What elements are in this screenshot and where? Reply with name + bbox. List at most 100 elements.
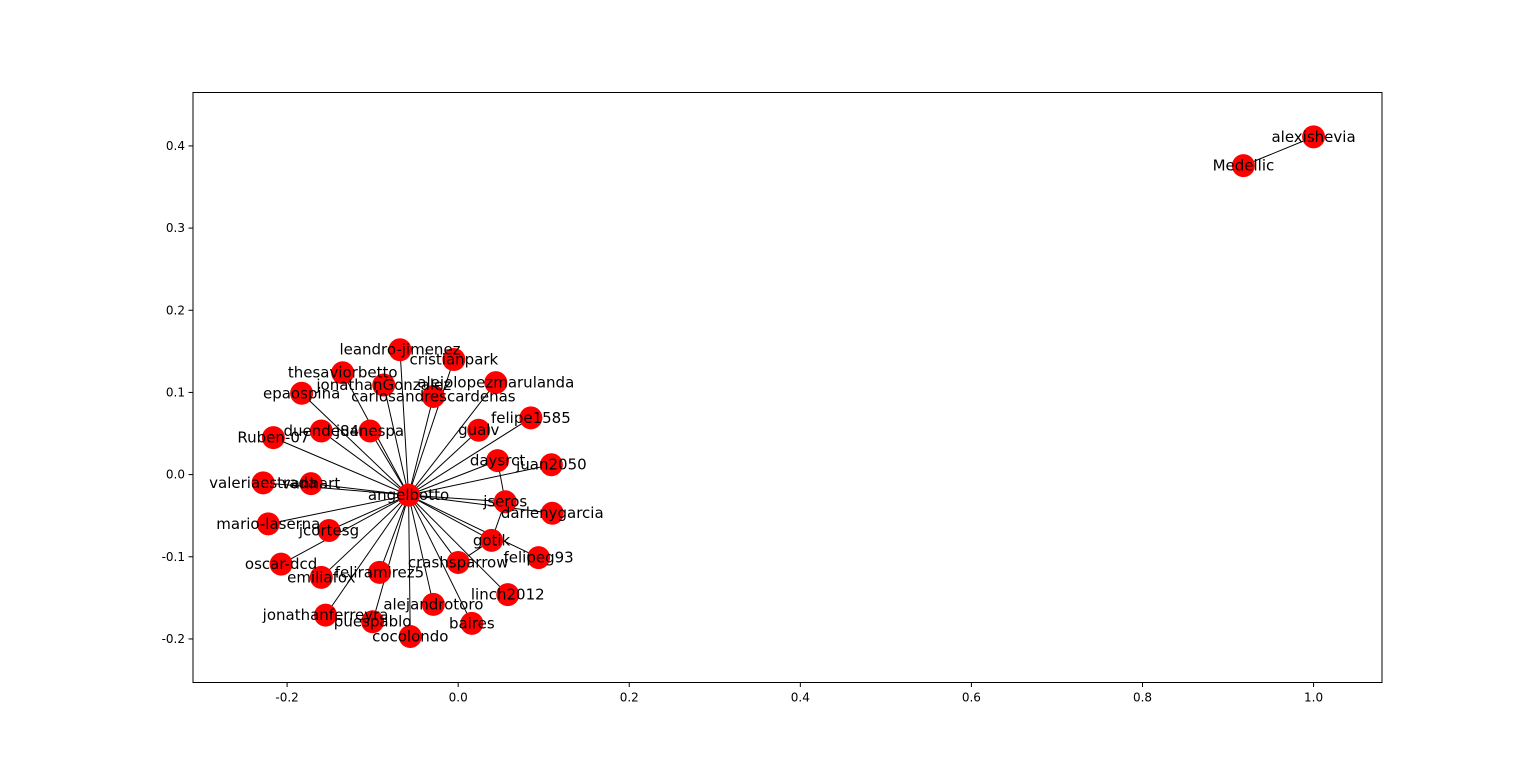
edge-angelbotto-gualv bbox=[408, 429, 480, 496]
node-thesaviorbetto bbox=[331, 361, 355, 385]
node-label-daysrct: daysrct bbox=[470, 452, 525, 470]
x-tick-label: 1.0 bbox=[1304, 691, 1323, 705]
node-mario-laserna bbox=[256, 512, 280, 536]
y-tick-label: -0.2 bbox=[162, 632, 185, 646]
edge-angelbotto-gotik bbox=[408, 494, 492, 541]
node-label-jseros: jseros bbox=[482, 493, 527, 511]
node-label-jonathangonzalez: jonathanGonzalez bbox=[315, 376, 451, 394]
x-tick-label: 0.2 bbox=[620, 691, 639, 705]
node-crashsparrow bbox=[446, 551, 470, 575]
node-jonathanferreyra bbox=[314, 603, 338, 627]
node-jseros bbox=[493, 490, 517, 514]
y-tick-label: 0.1 bbox=[166, 385, 185, 399]
node-label-cristianpark: cristianpark bbox=[410, 351, 499, 369]
node-cristianpark bbox=[442, 348, 466, 372]
node-alejolopezmarulanda bbox=[484, 371, 508, 395]
edge-angelbotto-linch2012 bbox=[408, 494, 509, 595]
x-tick-label: 0.0 bbox=[449, 691, 468, 705]
node-felipe1585 bbox=[519, 406, 543, 430]
node-leandro-jimenez bbox=[388, 338, 412, 362]
node-alejandrotoro bbox=[421, 592, 445, 616]
node-label-gualv: gualv bbox=[458, 421, 499, 439]
edge-angelbotto-jseros bbox=[408, 494, 506, 503]
node-felipeg93 bbox=[527, 546, 551, 570]
edge-angelbotto-valeriaestrada bbox=[263, 482, 409, 496]
node-label-jcortesg: jcortesg bbox=[298, 521, 359, 539]
edge-angelbotto-baires bbox=[408, 494, 473, 624]
node-alexishevia bbox=[1302, 125, 1326, 149]
x-tick-label: 0.6 bbox=[962, 691, 981, 705]
x-tick-label: 0.4 bbox=[791, 691, 810, 705]
x-axis: -0.2 0.0 0.2 0.4 0.6 0.8 1.0 bbox=[275, 682, 1323, 705]
nodes-layer bbox=[251, 125, 1326, 648]
x-tick-label: -0.2 bbox=[275, 691, 298, 705]
node-juanespa bbox=[358, 419, 382, 443]
node-epaospina bbox=[290, 381, 314, 405]
edge-angelbotto-leandro-jimenez bbox=[399, 349, 410, 496]
node-juan2050 bbox=[539, 453, 563, 477]
node-feliramirez5 bbox=[367, 560, 391, 584]
node-label-cocolondo: cocolondo bbox=[372, 627, 448, 645]
edge-angelbotto-mario-laserna bbox=[268, 494, 409, 525]
node-label-alejolopezmarulanda: alejolopezmarulanda bbox=[417, 374, 574, 392]
node-oscar-dcd bbox=[269, 552, 293, 576]
node-jonathangonzalez bbox=[372, 373, 396, 397]
node-label-valeriaestrada: valeriaestrada bbox=[209, 474, 317, 492]
edge-angelbotto-juan2050 bbox=[408, 464, 552, 496]
node-label-gotik: gotik bbox=[473, 531, 511, 549]
y-tick-label: 0.2 bbox=[166, 303, 185, 317]
y-tick-label: 0.4 bbox=[166, 139, 185, 153]
node-valeriaestrada bbox=[251, 471, 275, 495]
node-label-juan2050: juan2050 bbox=[515, 456, 587, 474]
node-baires bbox=[460, 611, 484, 635]
edge-angelbotto-jcortesg bbox=[328, 494, 409, 531]
edge-angelbotto-oscar-dcd bbox=[280, 494, 409, 565]
node-cocolondo bbox=[398, 624, 422, 648]
node-label-vanhart: vanhart bbox=[282, 475, 340, 493]
edge-angelbotto-felipe1585 bbox=[408, 417, 532, 496]
edge-angelbotto-crashsparrow bbox=[408, 494, 459, 563]
node-label-juanespa: juanespa bbox=[335, 422, 404, 440]
x-tick-label: 0.8 bbox=[1133, 691, 1152, 705]
node-label-puespablo: puespablo bbox=[334, 613, 412, 631]
node-label-angelbotto: angelbotto bbox=[368, 486, 449, 504]
node-carlosandrescardenas bbox=[421, 385, 445, 409]
node-daysrct bbox=[486, 449, 510, 473]
edge-angelbotto-felipeg93 bbox=[408, 494, 539, 559]
node-medellic bbox=[1231, 154, 1255, 178]
edge-angelbotto-emiliafox bbox=[320, 494, 409, 578]
node-label-epaospina: epaospina bbox=[263, 384, 340, 402]
node-label-baires: baires bbox=[449, 614, 495, 632]
node-label-mario-laserna: mario-laserna bbox=[216, 515, 320, 533]
node-label-oscar-dcd: oscar-dcd bbox=[245, 555, 317, 573]
node-darlenygarcia bbox=[540, 501, 564, 525]
node-gualv bbox=[467, 418, 491, 442]
node-label-leandro-jimenez: leandro-jimenez bbox=[339, 341, 460, 359]
edge-angelbotto-vanhart bbox=[310, 483, 409, 496]
edge-angelbotto-ruben-07 bbox=[273, 437, 409, 496]
node-gotik bbox=[480, 528, 504, 552]
y-tick-label: 0.0 bbox=[166, 468, 185, 482]
node-vanhart bbox=[299, 472, 323, 496]
node-label-thesaviorbetto: thesaviorbetto bbox=[288, 364, 398, 382]
node-puespablo bbox=[361, 610, 385, 634]
node-label-medellic: Medellic bbox=[1213, 157, 1275, 175]
edge-angelbotto-alejandrotoro bbox=[408, 495, 434, 605]
edge-angelbotto-carlosandrescardenas bbox=[408, 396, 434, 496]
edge-angelbotto-daysrct bbox=[408, 460, 498, 496]
node-label-alexishevia: alexishevia bbox=[1271, 128, 1355, 146]
edge-angelbotto-juanespa bbox=[369, 430, 409, 496]
edge-angelbotto-jonathanferreyra bbox=[325, 494, 409, 616]
node-angelbotto bbox=[397, 483, 421, 507]
edge-angelbotto-cocolondo bbox=[408, 495, 411, 637]
edge-angelbotto-feliramirez5 bbox=[379, 494, 410, 573]
edge-angelbotto-puespablo bbox=[372, 495, 410, 622]
plot-frame bbox=[192, 92, 1383, 683]
node-linch2012 bbox=[496, 583, 520, 607]
node-label-jonathanferreyra: jonathanferreyra bbox=[262, 606, 389, 624]
node-label-feliramirez5: feliramirez5 bbox=[335, 563, 424, 581]
y-tick-label: 0.3 bbox=[166, 221, 185, 235]
